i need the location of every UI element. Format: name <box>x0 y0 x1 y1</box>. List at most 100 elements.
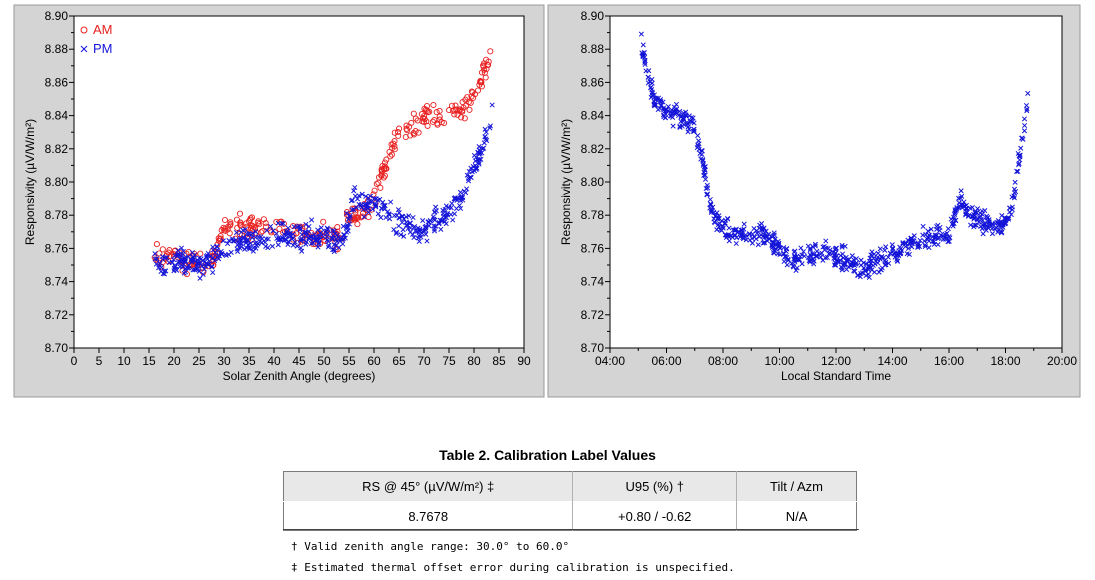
pm-point <box>378 215 384 221</box>
pm-point <box>294 243 300 249</box>
pm-point <box>940 236 946 242</box>
pm-point <box>866 263 872 269</box>
pm-point <box>359 191 365 197</box>
am-point <box>256 221 263 228</box>
pm-point <box>891 251 897 257</box>
pm-point <box>853 256 859 262</box>
pm-point <box>489 102 495 108</box>
legend-label: AM <box>93 22 113 37</box>
x-tick-label: 16:00 <box>934 354 964 368</box>
pm-point <box>458 195 464 201</box>
pm-point <box>264 227 270 233</box>
pm-point <box>336 245 342 251</box>
pm-point <box>368 198 375 205</box>
pm-point <box>649 76 655 82</box>
pm-point <box>795 257 802 263</box>
pm-point <box>862 268 868 274</box>
pm-point <box>959 193 965 199</box>
pm-point <box>809 251 816 257</box>
pm-point <box>443 203 449 209</box>
pm-point <box>658 103 664 109</box>
pm-point <box>926 245 932 251</box>
pm-point <box>972 210 978 216</box>
pm-point <box>958 188 964 194</box>
y-tick-label: 8.88 <box>45 42 69 56</box>
pm-point <box>842 261 848 267</box>
pm-point <box>960 202 966 208</box>
pm-point <box>205 250 211 256</box>
pm-point <box>760 240 766 246</box>
pm-point <box>738 227 744 233</box>
pm-point <box>953 207 959 213</box>
pm-point <box>822 255 828 261</box>
pm-point <box>912 240 918 246</box>
pm-point <box>420 218 426 224</box>
pm-point <box>966 213 972 219</box>
pm-point <box>835 259 841 265</box>
am-point <box>461 115 468 122</box>
pm-point <box>970 213 977 219</box>
pm-point <box>832 252 838 258</box>
value-u95: +0.80 / -0.62 <box>572 501 737 531</box>
pm-point <box>741 226 747 232</box>
y-tick-label: 8.86 <box>581 75 605 89</box>
pm-point <box>373 202 379 208</box>
pm-point <box>324 237 330 243</box>
x-tick-label: 55 <box>342 354 356 368</box>
am-point <box>391 129 398 136</box>
am-point <box>474 87 482 94</box>
am-point <box>233 216 240 223</box>
pm-point <box>831 255 837 261</box>
pm-point <box>309 217 315 223</box>
pm-point <box>799 261 805 267</box>
pm-point <box>399 219 405 226</box>
local-time-chart: 8.70 8.72 8.74 8.76 8.78 8.80 8.82 8.84 8.86 8.88… <box>547 4 1081 398</box>
pm-point <box>282 236 288 242</box>
pm-point <box>695 133 701 139</box>
pm-point <box>476 159 482 165</box>
am-point <box>418 111 425 118</box>
series-pm <box>152 102 495 281</box>
am-point <box>389 145 396 152</box>
pm-point <box>660 99 666 105</box>
am-point <box>259 228 266 235</box>
x-tick-label: 40 <box>267 354 281 368</box>
pm-point <box>755 242 761 248</box>
pm-point <box>334 238 340 244</box>
pm-point <box>906 251 912 257</box>
pm-point <box>322 229 328 235</box>
am-point <box>236 210 244 217</box>
pm-point <box>193 266 199 273</box>
am-point <box>153 241 160 248</box>
header-rs: RS @ 45° (µV/W/m²) ‡ <box>283 471 573 502</box>
am-point <box>478 69 486 76</box>
pm-point <box>375 197 381 203</box>
y-tick-label: 8.78 <box>45 208 69 222</box>
pm-point <box>351 188 357 194</box>
am-point <box>412 128 419 135</box>
pm-point <box>310 236 317 242</box>
pm-point <box>805 243 811 249</box>
pm-point <box>290 242 296 248</box>
pm-point <box>226 238 232 244</box>
pm-point <box>662 115 669 121</box>
pm-point <box>1021 128 1028 134</box>
pm-point <box>263 236 269 242</box>
pm-point <box>761 225 767 231</box>
pm-point <box>274 235 280 242</box>
x-tick-label: 50 <box>317 354 331 368</box>
am-point <box>466 106 473 113</box>
x-tick-label: 75 <box>442 354 456 368</box>
x-tick-label: 10:00 <box>764 354 794 368</box>
pm-point <box>303 221 309 227</box>
pm-point <box>348 198 354 204</box>
pm-point <box>291 224 297 230</box>
am-point <box>222 225 229 232</box>
am-point <box>395 132 402 139</box>
pm-point <box>1024 106 1030 112</box>
pm-point <box>783 248 789 255</box>
am-point <box>237 221 244 228</box>
value-tilt-azm: N/A <box>736 501 857 531</box>
pm-point <box>385 208 391 215</box>
pm-point <box>210 269 216 276</box>
